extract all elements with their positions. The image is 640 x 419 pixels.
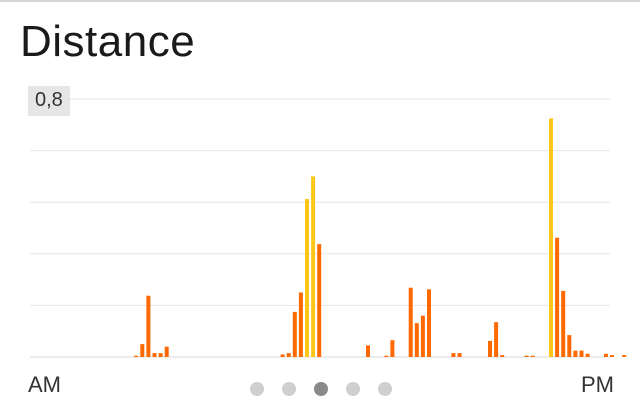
chart-bar xyxy=(140,344,145,357)
chart-bar xyxy=(579,350,584,357)
top-divider xyxy=(0,0,640,2)
chart-bar xyxy=(603,353,608,357)
chart-bar xyxy=(158,353,163,357)
chart-bar xyxy=(488,340,492,357)
chart-bar xyxy=(164,346,169,357)
chart-bar xyxy=(561,290,566,357)
chart-bar xyxy=(152,353,157,357)
chart-bar xyxy=(610,355,614,357)
chart-bar xyxy=(384,355,389,357)
y-max-label: 0,8 xyxy=(28,86,70,116)
chart-bar xyxy=(622,355,627,357)
chart-bar xyxy=(317,244,322,357)
page-dot-2[interactable] xyxy=(282,382,296,396)
chart-bars xyxy=(134,118,627,358)
x-start-label: AM xyxy=(28,372,61,397)
chart-bar xyxy=(549,118,553,358)
chart-bar xyxy=(146,295,151,357)
chart-bar xyxy=(311,176,316,357)
chart-bar xyxy=(286,353,291,357)
chart-bar xyxy=(134,355,139,357)
page-dot-3[interactable] xyxy=(314,382,328,396)
chart-bar xyxy=(573,350,578,357)
chart-bar xyxy=(298,292,303,357)
chart-bar xyxy=(494,322,499,357)
chart-bar xyxy=(408,287,413,357)
chart-bar xyxy=(457,353,462,357)
chart-bar xyxy=(530,355,535,357)
chart-bar xyxy=(292,311,297,358)
chart-bar xyxy=(390,340,395,357)
chart-bar xyxy=(420,315,425,357)
chart-bar xyxy=(305,199,309,357)
page-title: Distance xyxy=(20,17,196,66)
chart-bar xyxy=(567,335,572,357)
page-dot-4[interactable] xyxy=(346,382,360,396)
chart-bar xyxy=(585,353,590,357)
chart-bar xyxy=(555,237,560,357)
x-end-label: PM xyxy=(581,372,614,397)
chart-bar xyxy=(524,355,529,357)
page-dot-5[interactable] xyxy=(378,382,392,396)
page-dot-1[interactable] xyxy=(250,382,264,396)
chart-bar xyxy=(451,353,456,357)
page-indicator xyxy=(250,382,392,396)
chart-bar xyxy=(427,289,431,357)
chart-bar xyxy=(280,354,285,357)
chart-bar xyxy=(500,355,505,357)
chart-bar xyxy=(366,345,370,357)
chart-bar xyxy=(414,323,419,357)
